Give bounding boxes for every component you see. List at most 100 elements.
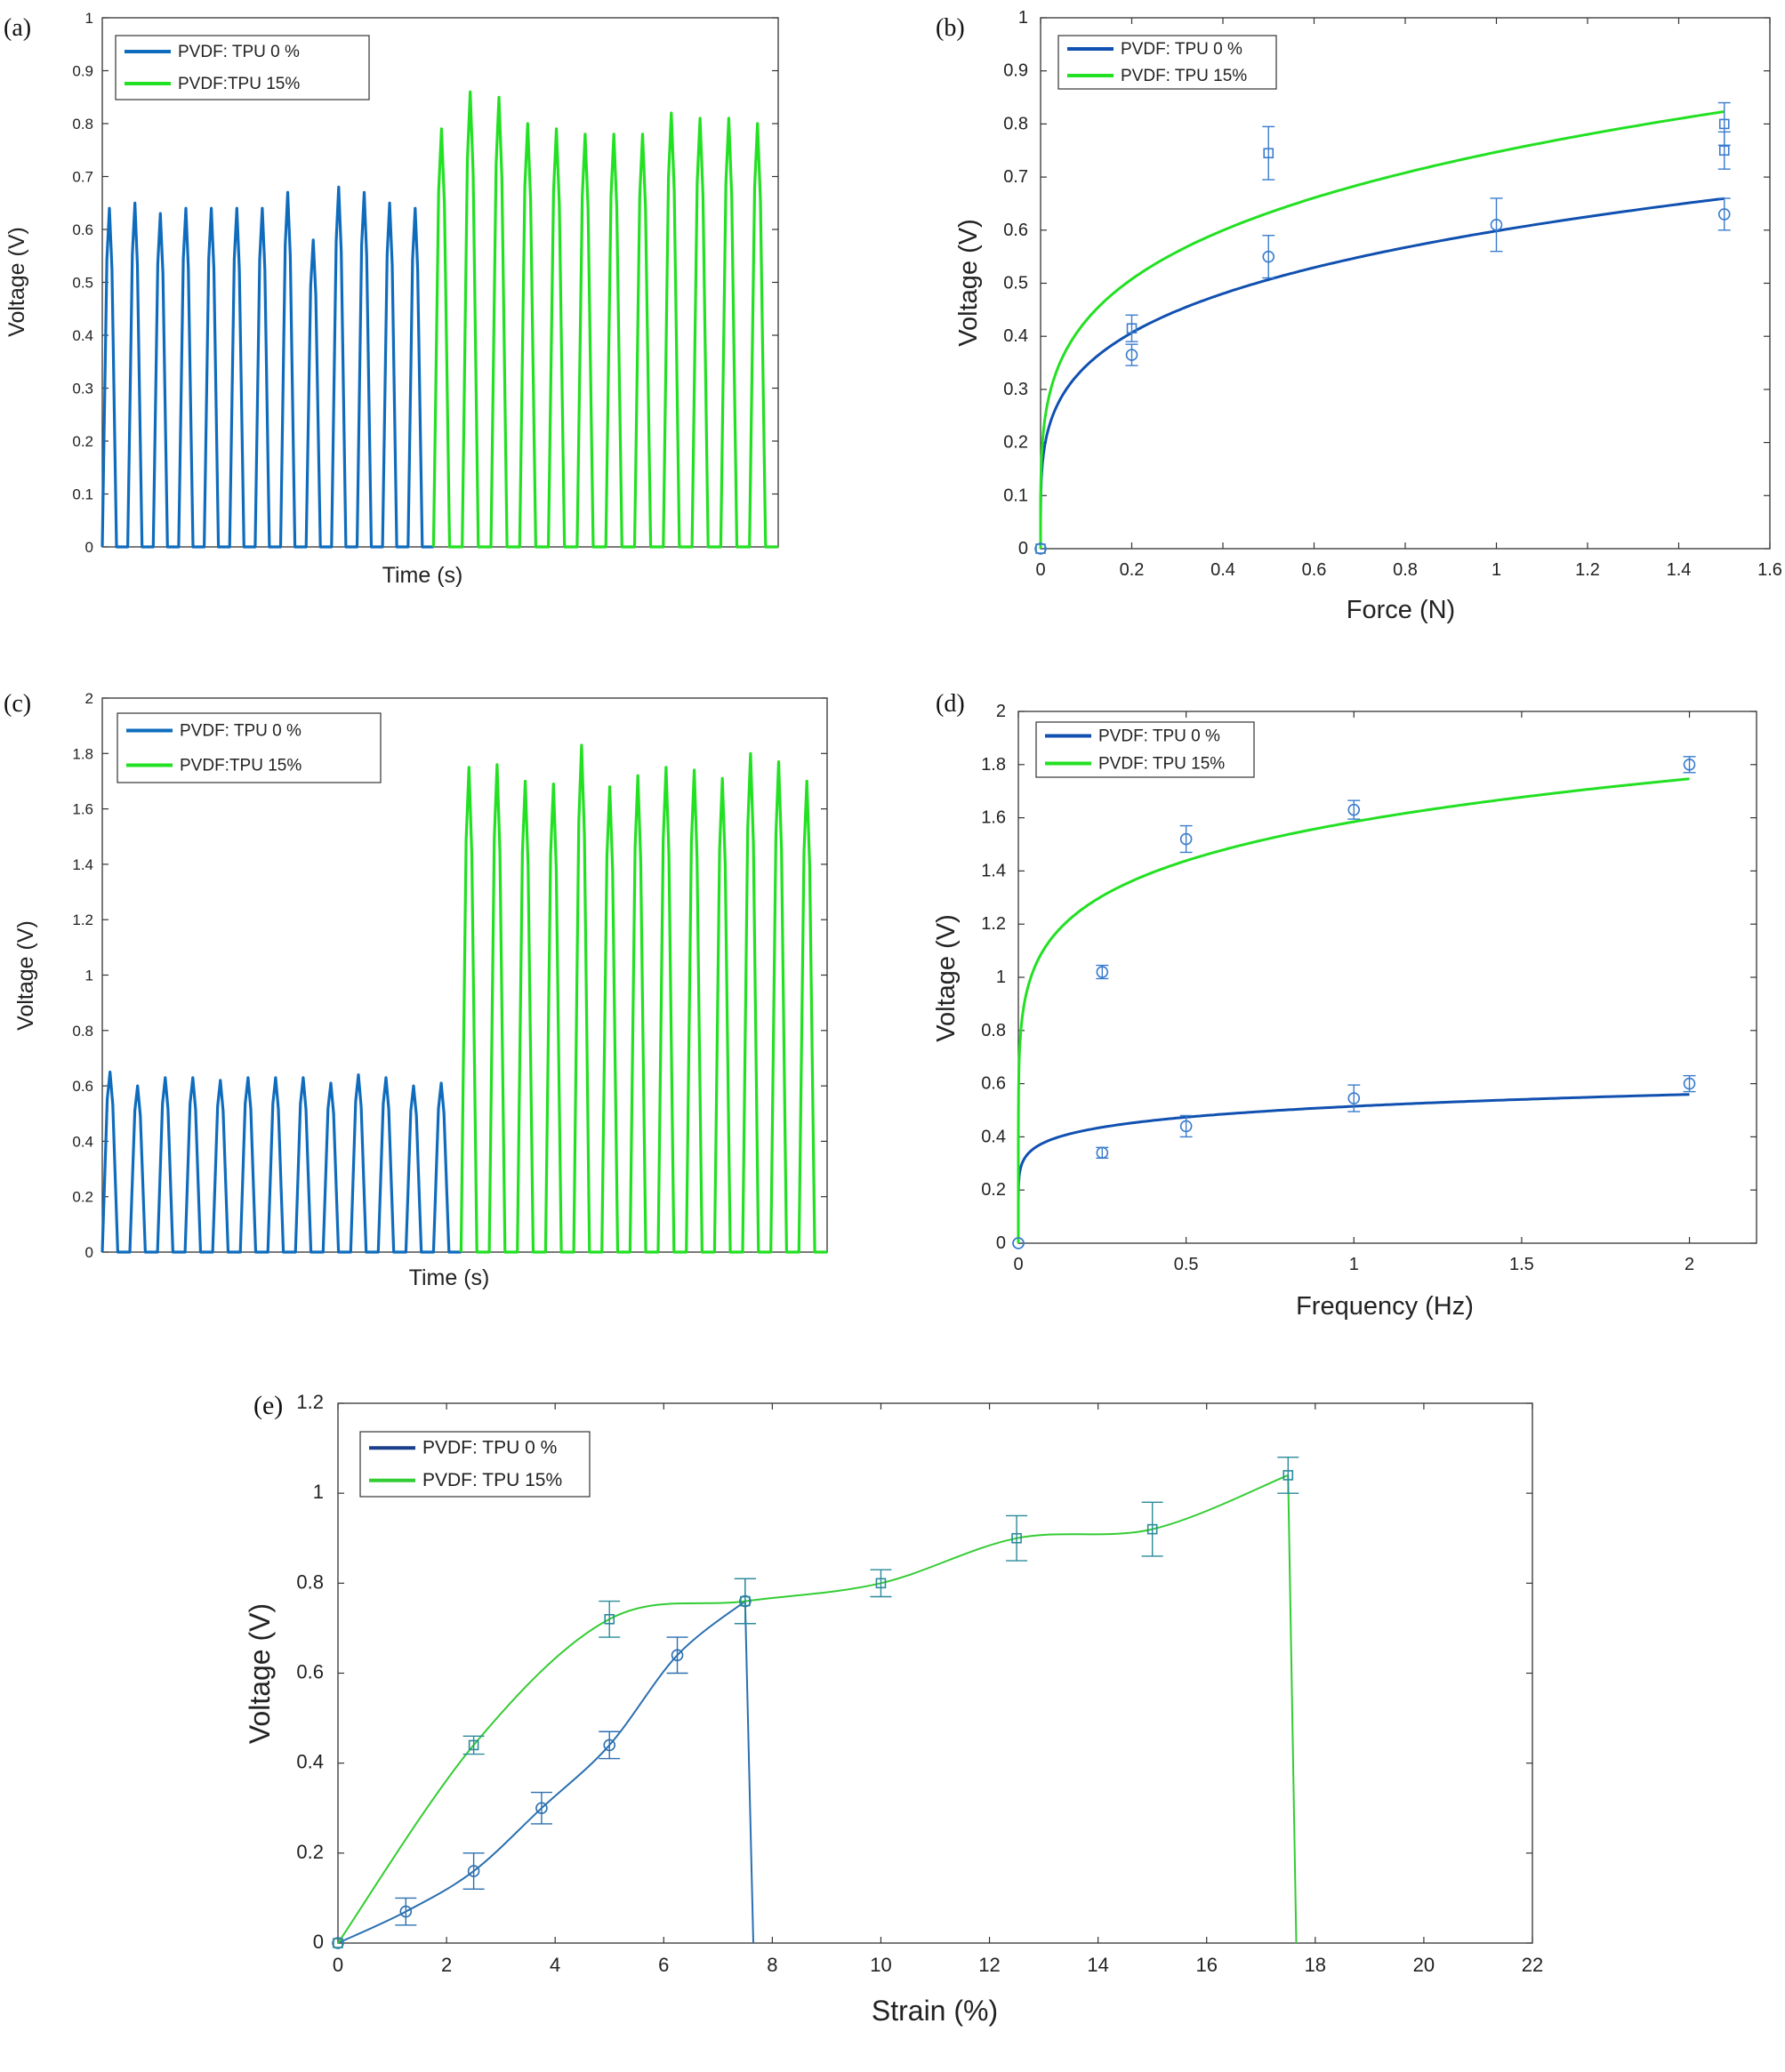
data-point-square <box>604 1614 615 1625</box>
y-axis-label: Voltage (V) <box>244 1603 276 1744</box>
y-tick-label: 0.8 <box>72 116 93 133</box>
x-tick-label: 2 <box>441 1954 452 1976</box>
y-tick-label: 0.2 <box>981 1180 1006 1200</box>
panel-label: (b) <box>936 14 965 42</box>
x-tick-label: 1.2 <box>1575 560 1600 580</box>
data-point-square <box>740 1595 751 1607</box>
y-tick-label: 0.8 <box>72 1023 93 1040</box>
x-axis-label: Time (s) <box>409 1265 490 1290</box>
x-tick-label: 10 <box>870 1954 891 1976</box>
series-line <box>101 185 434 549</box>
y-tick-label: 0.6 <box>981 1074 1006 1094</box>
x-axis-label: Frequency (Hz) <box>1296 1292 1474 1321</box>
data-point-circle <box>1683 758 1696 771</box>
legend-label: PVDF: TPU 15% <box>1121 67 1247 85</box>
x-tick-label: 18 <box>1305 1954 1326 1976</box>
x-tick-label: 1 <box>1349 1255 1359 1274</box>
y-tick-label: 0.7 <box>72 169 93 186</box>
x-tick-label: 16 <box>1195 1954 1217 1976</box>
fit-curve <box>1039 197 1725 549</box>
x-tick-label: 1.6 <box>1757 560 1782 580</box>
x-tick-label: 0.2 <box>1120 560 1145 580</box>
y-tick-label: 1 <box>313 1481 324 1503</box>
data-point-circle <box>332 1937 344 1949</box>
x-tick-label: 4 <box>550 1954 560 1976</box>
x-tick-label: 0 <box>333 1954 343 1976</box>
plot-frame <box>1040 17 1771 550</box>
y-tick-label: 0.4 <box>981 1127 1006 1146</box>
data-point-circle <box>1012 1237 1025 1249</box>
data-point-square <box>468 1739 479 1751</box>
chart-panel-d: 0 0.2 0.4 0.6 0.8 1 1.2 1.4 1.6 1.8 2 0 0.5 1 1.5 2 Freq… <box>932 690 1757 1321</box>
chart-panel-c: 0 0.2 0.4 0.6 0.8 1 1.2 1.4 1.6 1.8 2 Time (s) Volta… <box>4 690 828 1290</box>
y-tick-label: 1.2 <box>296 1391 324 1413</box>
data-point-square <box>1718 118 1730 130</box>
data-point-square <box>1718 145 1730 157</box>
data-point-circle <box>535 1802 548 1815</box>
y-tick-label: 1.6 <box>72 801 93 818</box>
y-tick-label: 0.3 <box>72 381 93 398</box>
data-point-square <box>1126 323 1138 334</box>
data-point-circle <box>467 1865 480 1877</box>
legend-label: PVDF:TPU 15% <box>180 757 302 775</box>
data-point-circle <box>1347 803 1361 816</box>
y-tick-label: 0 <box>996 1233 1006 1253</box>
x-tick-label: 2 <box>1684 1255 1694 1274</box>
y-tick-label: 0.9 <box>1003 61 1028 81</box>
x-tick-label: 1 <box>1492 560 1501 580</box>
y-tick-label: 1.8 <box>981 755 1006 775</box>
chart-panel-b: 0 0.1 0.2 0.3 0.4 0.5 0.6 0.7 0.8 0.9 1 0 0.2 0.4 0.6 0… <box>936 8 1782 624</box>
data-point-circle <box>1125 349 1138 361</box>
y-axis-label: Voltage (V) <box>4 227 29 337</box>
panel-label: (c) <box>4 690 31 718</box>
y-tick-label: 0.1 <box>72 486 93 503</box>
data-point-circle <box>1096 1146 1109 1160</box>
y-tick-label: 0.6 <box>72 1078 93 1095</box>
y-tick-label: 0.7 <box>1003 167 1028 187</box>
y-tick-label: 0.2 <box>1003 433 1028 453</box>
data-point-square <box>1282 1470 1294 1481</box>
y-tick-label: 0 <box>85 1244 93 1261</box>
y-tick-label: 1 <box>85 10 93 27</box>
chart-panel-e: 0 0.2 0.4 0.6 0.8 1 1.2 0 2 4 6 8 10 12 14 16 18 20 22 Stra… <box>244 1391 1543 2027</box>
data-point-circle <box>1179 832 1193 846</box>
series-line <box>459 743 827 1254</box>
y-tick-label: 0.8 <box>296 1570 324 1593</box>
x-tick-label: 22 <box>1522 1954 1543 1976</box>
series-line <box>101 1070 462 1254</box>
y-tick-label: 0 <box>313 1931 324 1953</box>
y-tick-label: 1.4 <box>981 861 1006 880</box>
data-point-circle <box>1179 1120 1193 1133</box>
fit-curve <box>1017 777 1690 1243</box>
data-point-circle <box>399 1905 413 1918</box>
data-point-circle <box>1262 250 1275 263</box>
y-tick-label: 0.3 <box>1003 380 1028 399</box>
x-tick-label: 12 <box>978 1954 1000 1976</box>
y-tick-label: 1.6 <box>981 808 1006 828</box>
data-point-square <box>333 1938 343 1948</box>
x-tick-label: 1.4 <box>1667 560 1692 580</box>
y-tick-label: 0.1 <box>1003 486 1028 505</box>
legend-label: PVDF: TPU 0 % <box>180 722 302 741</box>
y-tick-label: 0.2 <box>72 433 93 450</box>
y-tick-label: 0.4 <box>296 1751 324 1773</box>
x-tick-label: 0 <box>1035 560 1045 580</box>
legend-label: PVDF:TPU 15% <box>178 75 300 93</box>
x-tick-label: 8 <box>767 1954 777 1976</box>
legend-label: PVDF: TPU 0 % <box>422 1437 557 1458</box>
legend-box <box>115 35 370 100</box>
y-tick-label: 2 <box>85 690 93 707</box>
data-point-square <box>875 1578 887 1589</box>
legend-label: PVDF: TPU 0 % <box>1121 40 1242 59</box>
y-tick-label: 0.5 <box>72 275 93 292</box>
x-tick-label: 20 <box>1413 1954 1435 1976</box>
panel-label: (a) <box>4 14 31 42</box>
y-tick-label: 0.8 <box>981 1021 1006 1040</box>
legend-box <box>1057 35 1277 90</box>
data-point-circle <box>1490 219 1503 231</box>
x-tick-label: 0.6 <box>1302 560 1327 580</box>
legend-label: PVDF: TPU 15% <box>1098 755 1225 774</box>
y-tick-label: 0.2 <box>72 1189 93 1206</box>
fit-curve <box>1017 1093 1690 1243</box>
legend-label: PVDF: TPU 0 % <box>1098 727 1220 746</box>
